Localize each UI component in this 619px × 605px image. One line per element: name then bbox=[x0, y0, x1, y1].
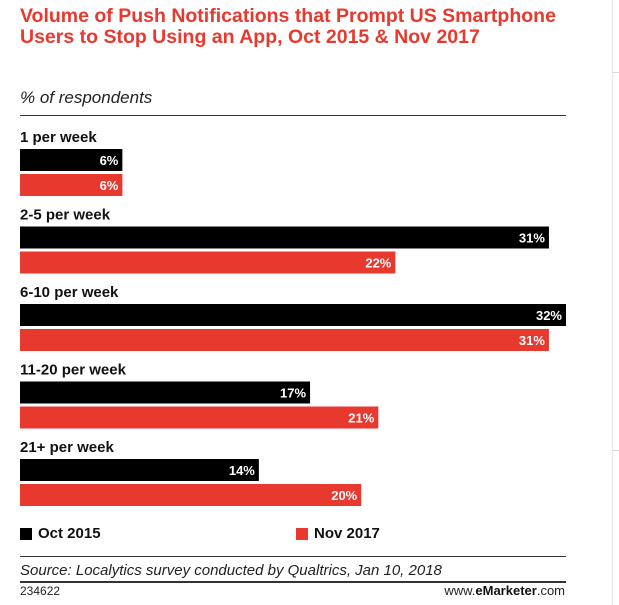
bar-oct-2015-11-20-per-week bbox=[20, 381, 311, 404]
value-label-nov-2017-11-20-per-week: 21% bbox=[348, 411, 374, 426]
value-label-oct-2015-2-5-per-week: 31% bbox=[519, 231, 545, 246]
bar-oct-2015-21-per-week bbox=[20, 459, 259, 481]
brand-name: eMarketer bbox=[475, 583, 537, 598]
brand-suffix: .com bbox=[536, 583, 565, 598]
chart-title: Volume of Push Notifications that Prompt… bbox=[20, 5, 556, 48]
source-divider bbox=[20, 556, 566, 557]
title-divider bbox=[20, 115, 566, 116]
bar-oct-2015-6-10-per-week bbox=[20, 304, 566, 326]
category-label-21-per-week: 21+ per week bbox=[20, 439, 114, 456]
legend-item-oct-2015: Oct 2015 bbox=[20, 525, 101, 542]
bar-nov-2017-6-10-per-week bbox=[20, 329, 549, 351]
value-label-oct-2015-6-10-per-week: 32% bbox=[536, 308, 562, 323]
category-label-6-10-per-week: 6-10 per week bbox=[20, 284, 119, 301]
footer-divider bbox=[20, 581, 566, 583]
value-label-oct-2015-1-per-week: 6% bbox=[100, 153, 119, 168]
legend-swatch-nov-2017 bbox=[296, 527, 308, 540]
category-label-11-20-per-week: 11-20 per week bbox=[20, 362, 127, 379]
value-label-nov-2017-21-per-week: 20% bbox=[331, 488, 357, 503]
bar-nov-2017-21-per-week bbox=[20, 484, 362, 506]
chart-id: 234622 bbox=[20, 584, 61, 598]
page-edge-line bbox=[612, 0, 613, 605]
value-label-oct-2015-11-20-per-week: 17% bbox=[280, 386, 306, 401]
source-note: Source: Localytics survey conducted by Q… bbox=[20, 562, 442, 579]
category-label-2-5-per-week: 2-5 per week bbox=[20, 207, 111, 224]
bar-nov-2017-1-per-week bbox=[20, 174, 123, 196]
value-label-nov-2017-6-10-per-week: 31% bbox=[519, 333, 545, 348]
legend-swatch-oct-2015 bbox=[20, 527, 32, 540]
edge-tick bbox=[612, 72, 619, 73]
category-label-1-per-week: 1 per week bbox=[20, 129, 97, 146]
brand-link[interactable]: www.eMarketer.com bbox=[444, 583, 565, 598]
bar-nov-2017-2-5-per-week bbox=[20, 251, 396, 274]
value-label-oct-2015-21-per-week: 14% bbox=[229, 463, 255, 478]
bar-oct-2015-1-per-week bbox=[20, 149, 123, 171]
brand-prefix: www. bbox=[444, 583, 476, 598]
chart-subtitle: % of respondents bbox=[20, 88, 153, 107]
legend-item-nov-2017: Nov 2017 bbox=[296, 525, 380, 542]
bar-nov-2017-11-20-per-week bbox=[20, 406, 379, 429]
value-label-nov-2017-2-5-per-week: 22% bbox=[365, 256, 391, 271]
legend-label-nov-2017: Nov 2017 bbox=[314, 525, 380, 542]
value-label-nov-2017-1-per-week: 6% bbox=[100, 178, 119, 193]
bar-oct-2015-2-5-per-week bbox=[20, 226, 549, 249]
edge-tick bbox=[612, 450, 619, 451]
legend-label-oct-2015: Oct 2015 bbox=[38, 525, 101, 542]
